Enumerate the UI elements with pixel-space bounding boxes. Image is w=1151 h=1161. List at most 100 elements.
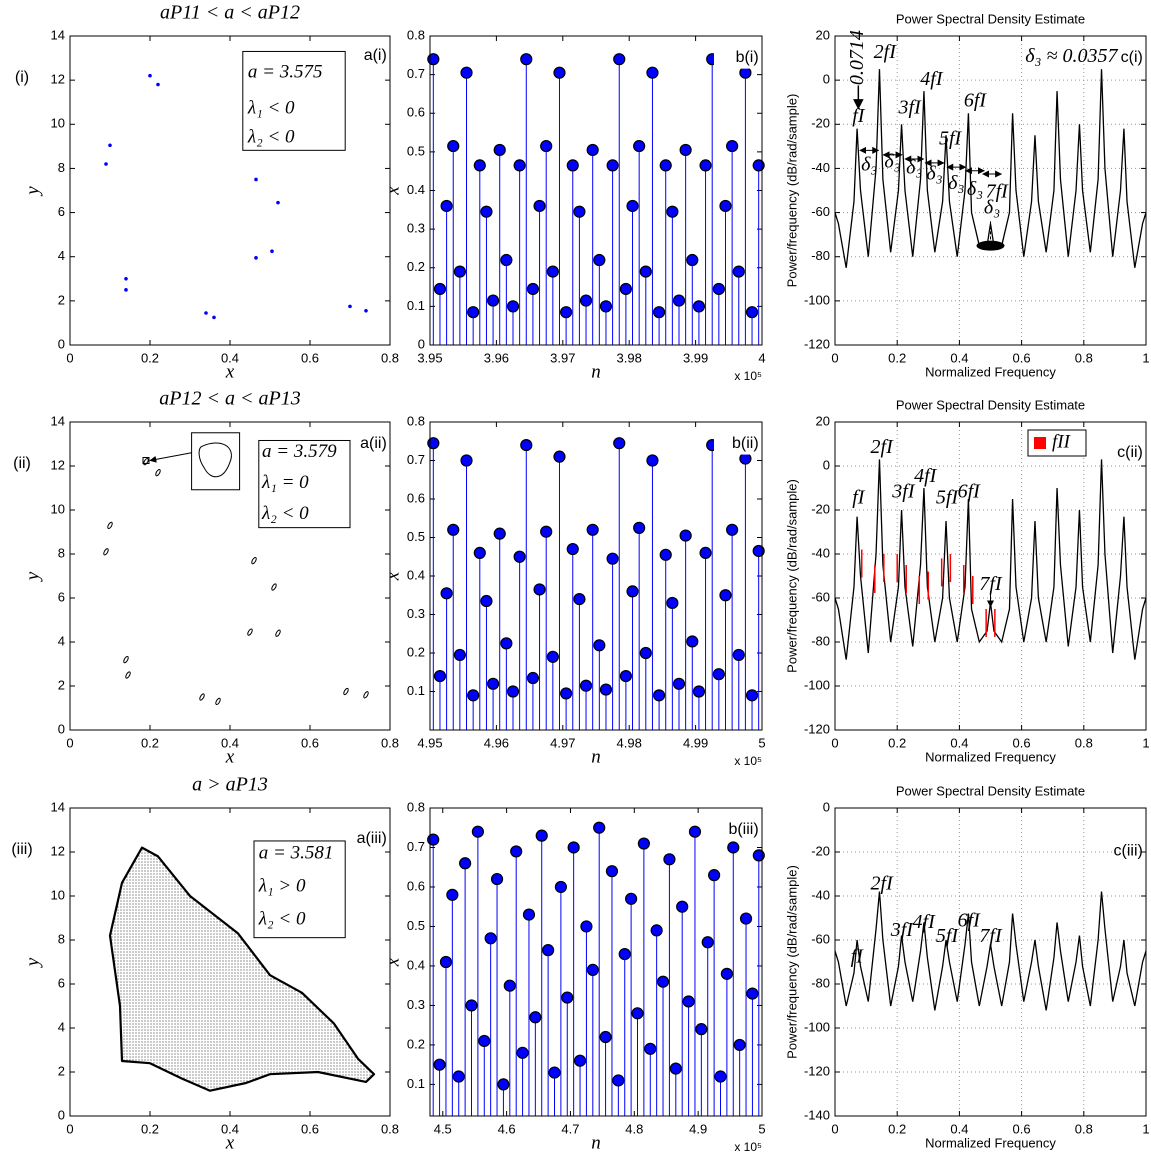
x-tick-label: 0 (831, 1121, 838, 1136)
y-tick-label: -40 (811, 545, 830, 560)
x-tick-label: 0.6 (301, 350, 319, 365)
row-label: (ii) (13, 455, 31, 472)
y-tick-label: -20 (811, 116, 830, 131)
x-tick-label: 4.99 (683, 735, 708, 750)
stem-marker (433, 669, 447, 683)
psd-line (834, 891, 1147, 1011)
annotation: 6fI (958, 910, 982, 932)
y-tick-label: 14 (51, 799, 65, 814)
stem-marker (699, 159, 712, 172)
x-tick-label: 4.6 (498, 1121, 516, 1136)
stem-marker (484, 932, 497, 945)
param-box (258, 439, 351, 529)
x-tick-label: 5 (758, 735, 765, 750)
plot-frame (429, 807, 763, 1117)
stem-marker (646, 454, 659, 467)
stem-marker (659, 159, 672, 172)
stem-marker (613, 437, 626, 450)
annotation: 4fI (920, 68, 944, 90)
y-tick-label: 0 (823, 799, 830, 814)
stem-marker (427, 53, 440, 66)
x-tick-label: 0 (831, 350, 838, 365)
x-tick-label: 0.2 (141, 735, 159, 750)
y-tick-label: -20 (811, 843, 830, 858)
stem-marker (497, 1078, 510, 1091)
annotation: a = 3.579 (262, 441, 337, 462)
stem-marker (669, 1062, 682, 1075)
annotation: λ₂ < 0 (247, 126, 295, 147)
panel-label: c(i) (1121, 49, 1143, 66)
stem-marker (593, 821, 606, 834)
stem-marker (586, 963, 599, 976)
stem-marker (503, 979, 516, 992)
annotation: 7fI (979, 573, 1003, 595)
x-tick-label: 3.99 (683, 350, 708, 365)
stem-marker (637, 837, 650, 850)
psd-line (834, 459, 1147, 660)
stem-marker (586, 523, 599, 536)
annotation: 7fI (979, 925, 1003, 947)
y-axis-label: Power/frequency (dB/rad/sample) (784, 94, 799, 288)
y-tick-label: 0 (58, 336, 65, 351)
oval (976, 240, 1005, 251)
stem-marker (526, 671, 540, 685)
stem-marker (605, 865, 619, 878)
stem-marker (513, 159, 526, 172)
y-tick-label: 0.5 (407, 529, 425, 544)
point (148, 73, 152, 78)
y-tick-label: -60 (811, 204, 830, 219)
y-tick-label: -120 (804, 721, 830, 736)
y-tick-label: 0 (418, 336, 425, 351)
panel-title: a > aP13 (192, 774, 268, 796)
y-tick-label: -40 (811, 160, 830, 175)
stem-marker (714, 1070, 727, 1083)
stem-marker (467, 306, 480, 319)
stem-marker (695, 1023, 708, 1036)
y-tick-label: 4 (58, 1019, 65, 1034)
stem-marker (529, 1011, 542, 1024)
y-tick-label: 8 (58, 545, 65, 560)
y-tick-label: 0.7 (407, 452, 425, 467)
x-multiplier: x 10⁵ (734, 369, 762, 383)
stem-marker (708, 869, 721, 882)
stem-marker (682, 995, 695, 1008)
stem-marker (516, 1046, 529, 1059)
y-tick-label: 0.8 (407, 413, 425, 428)
stem-marker (679, 529, 692, 542)
stem-marker (579, 679, 593, 692)
x-tick-label: 4 (758, 350, 765, 365)
annotation: 6fI (964, 90, 988, 112)
y-tick-label: -80 (811, 248, 830, 263)
stem-marker (739, 452, 752, 465)
x-tick-label: 4.97 (550, 735, 575, 750)
x-tick-label: 4.95 (417, 735, 442, 750)
point (254, 177, 258, 182)
stem-marker (619, 282, 632, 296)
x-tick-label: 0 (831, 735, 838, 750)
stem-marker (726, 523, 739, 536)
stem-marker (726, 139, 739, 153)
stem-marker (573, 1054, 587, 1067)
stem-marker (447, 139, 460, 153)
stem-marker (453, 648, 466, 662)
stem-marker (533, 199, 546, 213)
plot-frame (834, 35, 1147, 346)
y-tick-label: 0.1 (407, 1076, 425, 1091)
x-tick-label: 0.4 (221, 735, 239, 750)
stem-marker (510, 845, 523, 858)
stem-marker (573, 592, 586, 606)
stem-marker (676, 900, 689, 913)
stem-marker (646, 66, 659, 79)
y-axis-label: Power/frequency (dB/rad/sample) (784, 865, 799, 1059)
annotation: fI (851, 945, 865, 967)
panel-label: b(iii) (728, 821, 758, 838)
stem-marker (440, 587, 453, 600)
stem-marker (688, 825, 702, 838)
annotation: λ₁ = 0 (261, 472, 309, 493)
stem-marker (633, 139, 646, 153)
plot-frame (69, 35, 391, 346)
stem-marker (606, 552, 619, 565)
x-tick-label: 4.9 (689, 1121, 707, 1136)
x-multiplier: x 10⁵ (734, 754, 762, 768)
stem-marker (732, 648, 745, 662)
